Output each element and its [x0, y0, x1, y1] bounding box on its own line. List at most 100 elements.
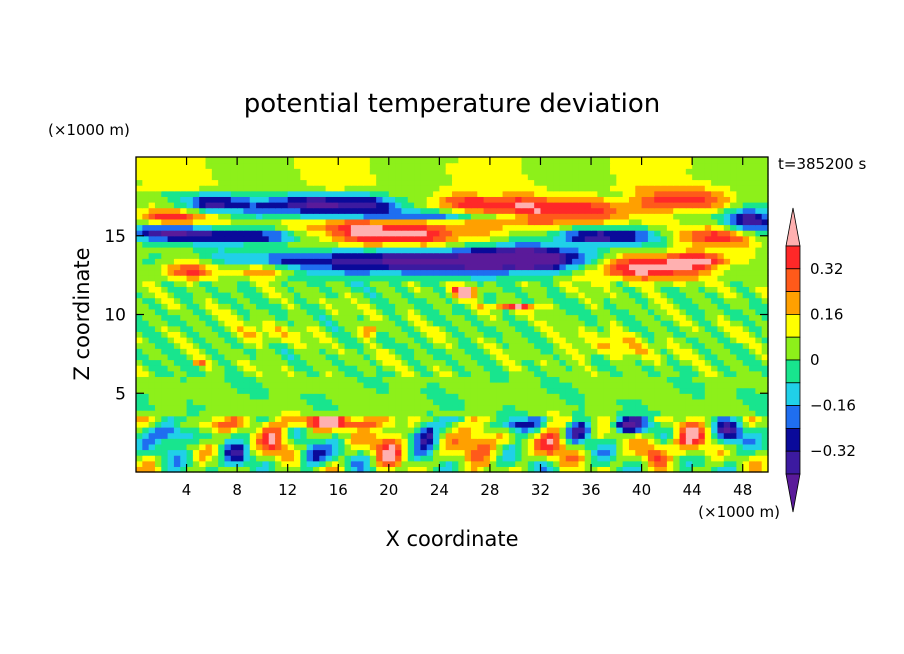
contour-cell: [470, 224, 478, 231]
contour-cell: [502, 325, 510, 332]
contour-cell: [388, 241, 396, 248]
contour-cell: [610, 455, 617, 462]
contour-cell: [376, 190, 384, 197]
contour-cell: [540, 382, 548, 389]
contour-cell: [414, 202, 421, 209]
contour-cell: [205, 297, 213, 304]
contour-cell: [142, 410, 150, 417]
contour-cell: [445, 292, 453, 299]
contour-cell: [603, 275, 611, 282]
contour-cell: [249, 438, 257, 445]
contour-cell: [357, 359, 365, 366]
contour-cell: [338, 314, 346, 321]
contour-cell: [527, 331, 535, 338]
contour-cell: [350, 348, 358, 355]
contour-cell: [382, 460, 390, 467]
contour-cell: [496, 252, 504, 259]
contour-cell: [414, 466, 421, 473]
contour-cell: [218, 410, 226, 417]
contour-cell: [730, 202, 737, 209]
contour-cell: [458, 303, 466, 310]
contour-cell: [420, 370, 428, 377]
contour-cell: [294, 207, 301, 214]
contour-cell: [338, 292, 346, 299]
contour-cell: [679, 393, 687, 400]
contour-cell: [205, 443, 213, 451]
contour-cell: [477, 196, 485, 203]
contour-cell: [205, 449, 213, 456]
contour-cell: [281, 432, 289, 439]
contour-cell: [154, 410, 162, 417]
contour-cell: [439, 387, 447, 394]
contour-cell: [382, 241, 390, 248]
contour-cell: [755, 258, 763, 265]
contour-cell: [534, 224, 542, 231]
contour-cell: [458, 247, 466, 254]
contour-cell: [148, 190, 156, 197]
contour-cell: [237, 275, 245, 282]
contour-cell: [610, 303, 617, 310]
contour-cell: [256, 308, 263, 316]
contour-cell: [281, 218, 289, 226]
contour-cell: [350, 292, 358, 299]
contour-cell: [458, 353, 466, 361]
contour-cell: [496, 202, 504, 209]
contour-cell: [262, 286, 270, 293]
contour-cell: [477, 258, 485, 265]
contour-cell: [578, 303, 586, 310]
contour-cell: [572, 247, 579, 254]
contour-cell: [262, 218, 270, 226]
contour-cell: [161, 376, 169, 383]
contour-cell: [344, 230, 352, 237]
contour-cell: [161, 292, 169, 299]
contour-cell: [287, 353, 295, 361]
contour-cell: [464, 275, 472, 282]
contour-cell: [685, 190, 693, 197]
contour-cell: [584, 410, 592, 417]
contour-cell: [641, 196, 649, 203]
contour-cell: [692, 235, 700, 242]
contour-cell: [749, 252, 756, 259]
contour-cell: [483, 404, 491, 411]
contour-cell: [692, 359, 700, 366]
contour-cell: [654, 303, 662, 310]
contour-cell: [357, 297, 365, 304]
contour-cell: [635, 303, 643, 310]
contour-cell: [439, 432, 447, 439]
contour-cell: [749, 213, 756, 220]
contour-cell: [344, 438, 352, 445]
contour-cell: [470, 432, 478, 439]
contour-cell: [376, 359, 384, 366]
contour-cell: [205, 247, 213, 254]
contour-cell: [578, 449, 586, 456]
contour-cell: [635, 224, 643, 231]
contour-cell: [180, 263, 188, 271]
contour-cell: [673, 297, 681, 304]
contour-cell: [641, 224, 649, 231]
contour-cell: [666, 337, 674, 344]
contour-cell: [496, 218, 504, 226]
contour-cell: [211, 432, 219, 439]
contour-cell: [477, 286, 485, 293]
contour-cell: [205, 398, 213, 406]
contour-cell: [717, 213, 725, 220]
contour-cell: [578, 252, 586, 259]
contour-cell: [616, 359, 624, 366]
contour-cell: [584, 207, 592, 214]
contour-cell: [376, 415, 384, 422]
contour-cell: [527, 196, 535, 203]
contour-cell: [420, 190, 428, 197]
contour-cell: [641, 230, 649, 237]
contour-cell: [559, 247, 567, 254]
contour-cell: [464, 230, 472, 237]
contour-cell: [414, 432, 421, 439]
contour-cell: [376, 410, 384, 417]
contour-cell: [540, 331, 548, 338]
contour-cell: [464, 320, 472, 327]
contour-cell: [458, 342, 466, 349]
contour-cell: [464, 325, 472, 332]
contour-cell: [407, 275, 415, 282]
contour-cell: [319, 337, 327, 344]
contour-cell: [470, 438, 478, 445]
contour-cell: [154, 337, 162, 344]
